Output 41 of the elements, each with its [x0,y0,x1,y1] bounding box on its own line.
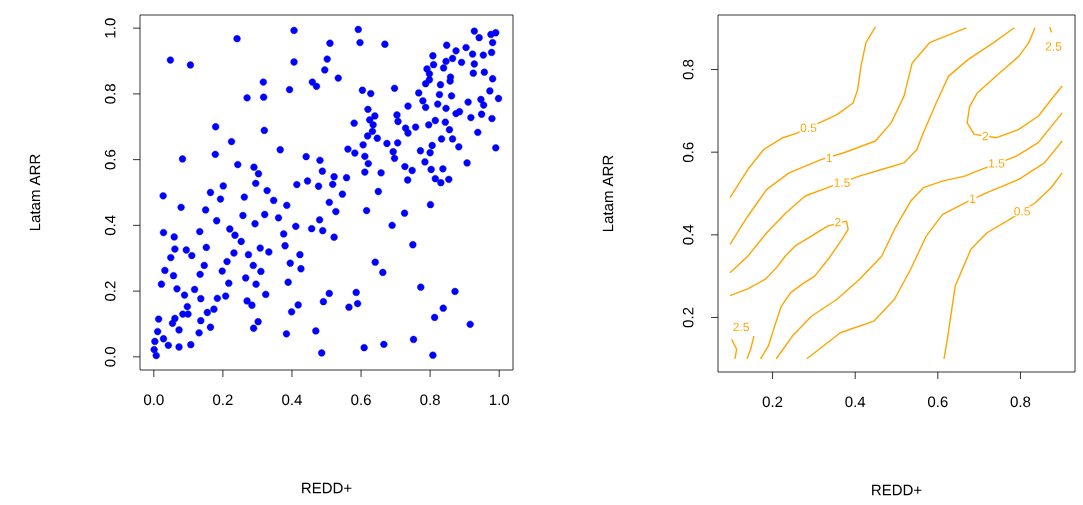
x-tick-label: 0.6 [351,394,371,406]
x-tick-label: 0.6 [928,396,948,408]
annotation: 1.5 [834,178,850,187]
x-tick-label: 0.2 [762,396,783,408]
annotation: 2 [982,131,989,141]
annotation: 2.5 [1045,42,1062,51]
x-axis-title: REDD+ [302,482,352,494]
y-tick-label: 0.4 [682,224,694,245]
y-tick-label: 1.0 [104,18,116,38]
x-tick-label: 0.8 [420,394,440,406]
y-tick-label: 0.6 [682,142,694,163]
y-axis-title: Latam ARR [602,155,614,232]
x-tick-label: 0.4 [845,396,866,408]
x-axis-title: REDD+ [872,484,922,496]
line-series [729,27,1015,274]
y-tick-label: 0.8 [682,59,694,80]
line-series [966,27,1063,139]
x-tick-label: 1.0 [489,394,510,406]
annotation: 0.5 [800,123,817,133]
line-series [943,172,1063,360]
line-series [729,27,968,246]
y-axis-title: Latam ARR [29,154,41,231]
annotation: 1 [970,194,976,203]
annotation: 1 [826,153,832,163]
annotation: 1.5 [989,159,1005,168]
x-tick-label: 0.8 [1010,396,1031,408]
y-tick-label: 0.0 [104,347,116,367]
annotation: 0.5 [1014,207,1030,216]
line-series [775,112,1063,360]
y-tick-label: 0.2 [104,281,116,301]
y-tick-label: 0.4 [104,215,116,236]
y-tick-label: 0.8 [104,84,116,104]
y-tick-label: 0.2 [682,307,694,328]
x-tick-label: 0.4 [282,394,302,406]
line-series [729,26,877,199]
y-tick-label: 0.6 [104,149,116,170]
x-tick-label: 0.0 [143,394,164,406]
line-series [806,140,1063,360]
annotation: 2.5 [733,322,749,332]
annotation: 2 [835,217,841,227]
x-tick-label: 0.2 [213,394,233,406]
